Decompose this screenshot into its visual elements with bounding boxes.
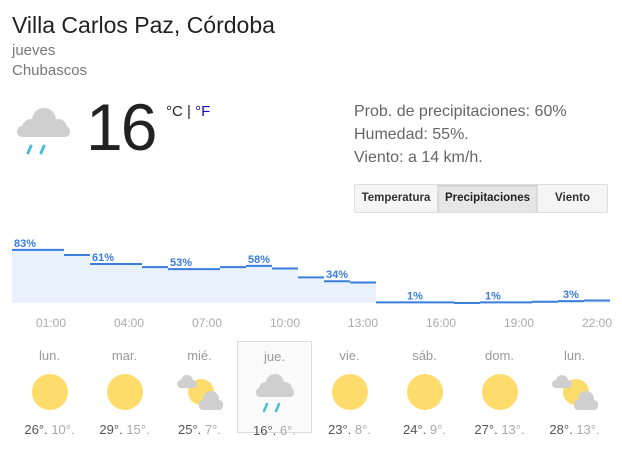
- day-name: lun.: [564, 348, 585, 363]
- tab-wind[interactable]: Viento: [538, 185, 607, 212]
- wind: Viento: a 14 km/h.: [354, 149, 483, 166]
- sun-icon: [462, 369, 537, 415]
- high-temp: 16°.: [253, 423, 277, 438]
- day-name: mié.: [187, 348, 212, 363]
- low-temp: 13°.: [501, 422, 525, 437]
- day-temps: 16°. 6°.: [238, 423, 311, 438]
- partly-cloudy-icon: [162, 369, 237, 415]
- day-name: dom.: [485, 348, 514, 363]
- high-temp: 27°.: [474, 422, 498, 437]
- sun-icon: [87, 369, 162, 415]
- day-name: lun.: [39, 348, 60, 363]
- humidity: Humedad: 55%.: [354, 126, 469, 143]
- forecast-day[interactable]: lun. 28°. 13°.: [537, 341, 612, 437]
- sun-icon: [387, 369, 462, 415]
- forecast-day[interactable]: lun. 26°. 10°.: [12, 341, 87, 437]
- forecast-day[interactable]: jue. 16°. 6°.: [237, 341, 312, 438]
- precip-probability: Prob. de precipitaciones: 60%: [354, 103, 567, 120]
- precipitation-chart: 83% 61% 53% 58% 34% 1% 1% 3%: [12, 238, 610, 304]
- high-temp: 23°.: [328, 422, 352, 437]
- data-label: 58%: [248, 254, 270, 266]
- data-label: 1%: [407, 290, 423, 302]
- unit-separator: |: [187, 103, 191, 120]
- day-temps: 27°. 13°.: [462, 422, 537, 437]
- x-tick-label: 16:00: [425, 316, 457, 330]
- x-tick-label: 04:00: [113, 316, 145, 330]
- day-name: jue.: [264, 349, 285, 364]
- condition: Chubascos: [12, 62, 88, 79]
- day-name: sáb.: [412, 348, 437, 363]
- day-temps: 23°. 8°.: [312, 422, 387, 437]
- chart-tabs: Temperatura Precipitaciones Viento: [354, 184, 608, 213]
- forecast-day[interactable]: dom. 27°. 13°.: [462, 341, 537, 437]
- forecast-day[interactable]: vie. 23°. 8°.: [312, 341, 387, 437]
- sun-icon: [12, 369, 87, 415]
- forecast-day[interactable]: mié. 25°. 7°.: [162, 341, 237, 437]
- high-temp: 25°.: [178, 422, 202, 437]
- tab-temperature[interactable]: Temperatura: [355, 185, 438, 212]
- partly-cloudy-icon: [537, 369, 612, 415]
- forecast-day[interactable]: sáb. 24°. 9°.: [387, 341, 462, 437]
- day-temps: 28°. 13°.: [537, 422, 612, 437]
- x-tick-label: 22:00: [581, 316, 613, 330]
- x-tick-label: 19:00: [503, 316, 535, 330]
- data-label: 83%: [14, 238, 36, 250]
- day-temps: 26°. 10°.: [12, 422, 87, 437]
- celsius-unit[interactable]: °C: [166, 103, 183, 120]
- data-label: 1%: [485, 290, 501, 302]
- x-tick-label: 10:00: [269, 316, 301, 330]
- high-temp: 28°.: [549, 422, 573, 437]
- unit-switch: °C | °F: [166, 103, 210, 121]
- low-temp: 9°.: [429, 422, 446, 437]
- x-tick-label: 01:00: [35, 316, 67, 330]
- data-label: 34%: [326, 269, 348, 281]
- day-temps: 25°. 7°.: [162, 422, 237, 437]
- forecast-day[interactable]: mar. 29°. 15°.: [87, 341, 162, 437]
- high-temp: 29°.: [99, 422, 123, 437]
- current-temperature: 16: [86, 90, 157, 164]
- day-name: vie.: [339, 348, 360, 363]
- day-name: mar.: [111, 348, 138, 363]
- rain-icon: [238, 370, 311, 416]
- data-label: 61%: [92, 252, 114, 264]
- low-temp: 13°.: [576, 422, 600, 437]
- day-temps: 29°. 15°.: [87, 422, 162, 437]
- low-temp: 10°.: [51, 422, 75, 437]
- low-temp: 15°.: [126, 422, 150, 437]
- tab-precipitation[interactable]: Precipitaciones: [438, 185, 538, 212]
- precip-area: [12, 249, 610, 303]
- high-temp: 26°.: [24, 422, 48, 437]
- high-temp: 24°.: [403, 422, 427, 437]
- data-label: 53%: [170, 257, 192, 269]
- rain-cloud-icon: [14, 104, 74, 161]
- low-temp: 7°.: [204, 422, 221, 437]
- low-temp: 8°.: [354, 422, 371, 437]
- low-temp: 6°.: [279, 423, 296, 438]
- location-title: Villa Carlos Paz, Córdoba: [12, 12, 275, 38]
- sun-icon: [312, 369, 387, 415]
- x-tick-label: 07:00: [191, 316, 223, 330]
- day-temps: 24°. 9°.: [387, 422, 462, 437]
- data-label: 3%: [563, 289, 579, 301]
- x-tick-label: 13:00: [347, 316, 379, 330]
- fahrenheit-link[interactable]: °F: [195, 103, 211, 120]
- current-day: jueves: [12, 42, 56, 59]
